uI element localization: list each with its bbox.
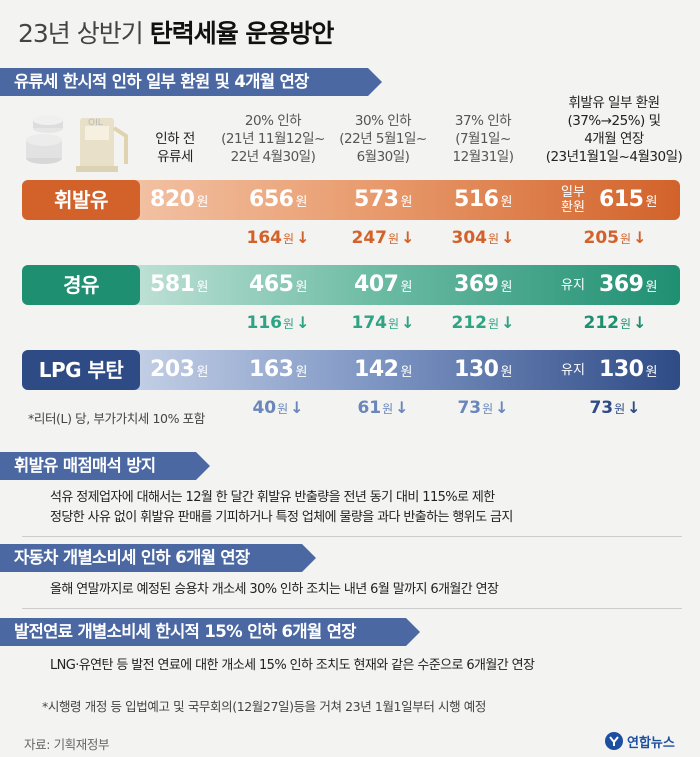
yonhap-logo-icon	[605, 732, 623, 750]
diesel-c3-drop: 212원 ↓	[451, 313, 515, 333]
col-header-37pct: 37% 인하 (7월1일~ 12월31일)	[438, 112, 528, 166]
col-c2-line3: 6월30일)	[356, 149, 410, 165]
lpg-c3-value: 130 원	[454, 357, 512, 382]
col-c4-line3: 4개월 연장	[584, 131, 644, 147]
section3-body: 올해 연말까지로 예정된 승용차 개소세 30% 인하 조치는 내년 6월 말까…	[50, 580, 680, 600]
diesel-band	[130, 265, 680, 305]
col-c4-line4: (23년1월1일~4월30일)	[545, 149, 683, 165]
fuel-label-diesel: 경유	[22, 265, 140, 305]
col-header-30pct: 30% 인하 (22년 5월1일~ 6월30일)	[333, 112, 433, 166]
col-header-20pct: 20% 인하 (21년 11월12일~ 22년 4월30일)	[218, 112, 328, 166]
col-header-2023: 휘발유 일부 환원 (37%→25%) 및 4개월 연장 (23년1월1일~4월…	[534, 94, 694, 166]
diesel-c2-value: 407 원	[354, 272, 412, 297]
source-credit: 자료: 기획재정부	[24, 737, 110, 752]
lpg-c2-drop: 61원 ↓	[357, 398, 409, 418]
lpg-c4-drop: 73원 ↓	[589, 398, 641, 418]
gasoline-base-value: 820 원	[150, 187, 208, 212]
title-bold: 탄력세율 운용방안	[149, 19, 335, 48]
diesel-c4-value: 369 원	[599, 272, 657, 297]
footnote-schedule: *시행령 개정 등 입법예고 및 국무회의(12월27일)등을 거쳐 23년 1…	[42, 699, 486, 714]
col-c4-line2: (37%→25%) 및	[567, 113, 661, 129]
col-c1-line2: (21년 11월12일~	[221, 131, 325, 147]
section4-heading-text: 발전연료 개별소비세 한시적 15% 인하 6개월 연장	[14, 622, 356, 641]
divider	[22, 608, 682, 609]
section-fuel-tax-heading: 유류세 한시적 인하 일부 환원 및 4개월 연장	[0, 68, 382, 96]
section2-line1: 석유 정제업자에 대해서는 12월 한 달간 휘발유 반출량을 전년 동기 대비…	[50, 490, 495, 505]
page-title: 23년 상반기 탄력세율 운용방안	[18, 14, 335, 50]
section2-heading-text: 휘발유 매점매석 방지	[14, 456, 156, 475]
section2-body: 석유 정제업자에 대해서는 12월 한 달간 휘발유 반출량을 전년 동기 대비…	[50, 488, 680, 528]
diesel-c3-value: 369 원	[454, 272, 512, 297]
footnote-liter: *리터(L) 당, 부가가치세 10% 포함	[28, 411, 205, 426]
lpg-c1-drop: 40원 ↓	[252, 398, 304, 418]
section4-body: LNG·유연탄 등 발전 연료에 대한 개소세 15% 인하 조치도 현재와 같…	[50, 656, 680, 676]
diesel-c1-value: 465 원	[249, 272, 307, 297]
lpg-band	[130, 350, 680, 390]
section-car-tax-heading: 자동차 개별소비세 인하 6개월 연장	[0, 544, 316, 572]
diesel-c2-drop: 174원 ↓	[351, 313, 415, 333]
fuel-pump-coins-icon	[26, 115, 128, 172]
col-c1-line1: 20% 인하	[244, 113, 302, 129]
section-hoarding-heading: 휘발유 매점매석 방지	[0, 452, 210, 480]
gasoline-c1-drop: 164원 ↓	[246, 228, 310, 248]
section2-line2: 정당한 사유 없이 휘발유 판매를 기피하거나 특정 업체에 물량을 과다 반출…	[50, 510, 513, 525]
gasoline-c3-drop: 304원 ↓	[451, 228, 515, 248]
section4-line1: LNG·유연탄 등 발전 연료에 대한 개소세 15% 인하 조치도 현재와 같…	[50, 658, 535, 673]
gasoline-c4-drop: 205원 ↓	[583, 228, 647, 248]
fuel-label-gasoline: 휘발유	[22, 180, 140, 220]
col-c2-line1: 30% 인하	[354, 113, 412, 129]
gasoline-c4-value: 615 원	[599, 187, 657, 212]
diesel-c4-prefix: 유지	[561, 278, 585, 293]
col-c3-line2: (7월1일~	[455, 131, 511, 147]
fuel-label-lpg: LPG 부탄	[22, 350, 140, 390]
lpg-c4-prefix: 유지	[561, 363, 585, 378]
lpg-c4-value: 130 원	[599, 357, 657, 382]
gasoline-c4-prefix: 일부 환원	[561, 185, 585, 215]
gasoline-c2-value: 573 원	[354, 187, 412, 212]
yonhap-logo: 연합뉴스	[604, 731, 675, 751]
gasoline-c1-value: 656 원	[249, 187, 307, 212]
col-c4-line1: 휘발유 일부 환원	[568, 95, 660, 111]
section3-line1: 올해 연말까지로 예정된 승용차 개소세 30% 인하 조치는 내년 6월 말까…	[50, 582, 499, 597]
lpg-c3-drop: 73원 ↓	[457, 398, 509, 418]
lpg-c2-value: 142 원	[354, 357, 412, 382]
section-power-fuel-heading: 발전연료 개별소비세 한시적 15% 인하 6개월 연장	[0, 618, 420, 646]
diesel-base-value: 581 원	[150, 272, 208, 297]
lpg-c1-value: 163 원	[249, 357, 307, 382]
divider	[22, 536, 682, 537]
col-c3-line3: 12월31일)	[452, 149, 514, 165]
col-base-line2: 유류세	[157, 149, 193, 165]
gasoline-c2-drop: 247원 ↓	[351, 228, 415, 248]
lpg-base-value: 203 원	[150, 357, 208, 382]
col-c2-line2: (22년 5월1일~	[339, 131, 427, 147]
diesel-c1-drop: 116원 ↓	[246, 313, 310, 333]
col-base-line1: 인하 전	[155, 131, 195, 147]
gasoline-band	[130, 180, 680, 220]
section1-heading-text: 유류세 한시적 인하 일부 환원 및 4개월 연장	[14, 72, 309, 91]
diesel-c4-drop: 212원 ↓	[583, 313, 647, 333]
section3-heading-text: 자동차 개별소비세 인하 6개월 연장	[14, 548, 250, 567]
title-light: 23년 상반기	[18, 19, 144, 48]
yonhap-logo-text: 연합뉴스	[627, 735, 675, 751]
col-c3-line1: 37% 인하	[454, 113, 512, 129]
col-header-base: 인하 전 유류세	[140, 130, 210, 166]
gasoline-c3-value: 516 원	[454, 187, 512, 212]
col-c1-line3: 22년 4월30일)	[230, 149, 316, 165]
